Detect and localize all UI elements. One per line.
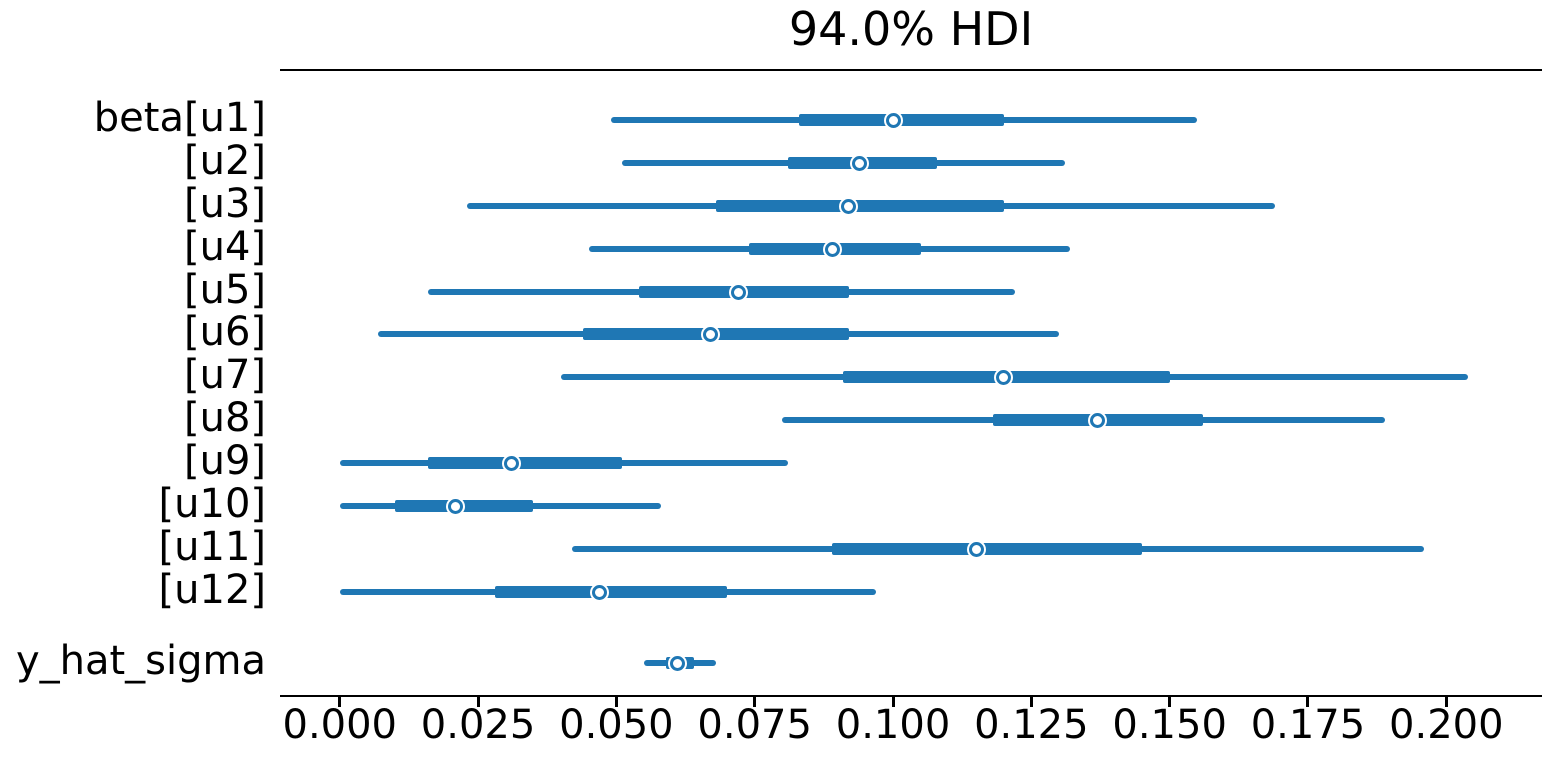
x-axis-tick-label: 0.200 <box>1389 702 1504 748</box>
median-marker <box>448 498 464 514</box>
x-axis-tick-label: 0.175 <box>1250 702 1366 748</box>
iqr-interval-bar <box>798 114 1004 126</box>
x-axis-tick-label: 0.150 <box>1112 702 1227 748</box>
iqr-interval-bar <box>494 586 728 598</box>
x-axis-tick-label: 0.025 <box>420 702 536 748</box>
x-axis-tick <box>1168 697 1172 707</box>
median-marker <box>730 284 746 300</box>
row-label: [u7] <box>183 352 266 398</box>
iqr-interval-bar <box>715 200 1004 212</box>
x-axis-tick <box>1029 697 1033 707</box>
x-axis-tick-label: 0.100 <box>835 702 951 748</box>
iqr-interval-bar <box>428 457 622 469</box>
x-axis-tick-label: 0.125 <box>974 702 1089 748</box>
x-axis-tick <box>1306 697 1310 707</box>
median-marker <box>824 241 840 257</box>
row-label: [u4] <box>183 224 266 270</box>
row-label: [u5] <box>183 267 266 313</box>
chart-title: 94.0% HDI <box>788 2 1034 56</box>
plot-area <box>280 69 1542 697</box>
median-marker <box>592 584 608 600</box>
median-marker <box>885 112 901 128</box>
x-axis-tick <box>614 697 618 707</box>
row-label: beta[u1] <box>93 95 266 141</box>
x-axis-tick-label: 0.000 <box>282 702 398 748</box>
median-marker <box>841 198 857 214</box>
iqr-interval-bar <box>395 500 534 512</box>
x-axis-tick-label: 0.050 <box>559 702 674 748</box>
x-axis-tick <box>891 697 895 707</box>
median-marker <box>996 369 1012 385</box>
x-axis-tick <box>753 697 757 707</box>
row-label: [u9] <box>183 438 266 484</box>
x-axis-tick <box>476 697 480 707</box>
median-marker <box>968 541 984 557</box>
iqr-interval-bar <box>832 543 1142 555</box>
row-label: [u2] <box>183 138 266 184</box>
median-marker <box>669 655 685 671</box>
row-label: [u3] <box>183 181 266 227</box>
median-marker <box>702 326 718 342</box>
row-label: [u6] <box>183 309 266 355</box>
x-axis-tick-label: 0.075 <box>697 702 812 748</box>
row-label: [u12] <box>158 567 266 613</box>
row-label: [u10] <box>158 481 266 527</box>
row-label: [u11] <box>158 524 266 570</box>
row-label: y_hat_sigma <box>15 638 266 684</box>
x-axis-tick <box>1444 697 1448 707</box>
row-label: [u8] <box>183 395 266 441</box>
x-axis-tick <box>338 697 342 707</box>
median-marker <box>852 155 868 171</box>
median-marker <box>1090 412 1106 428</box>
median-marker <box>503 455 519 471</box>
